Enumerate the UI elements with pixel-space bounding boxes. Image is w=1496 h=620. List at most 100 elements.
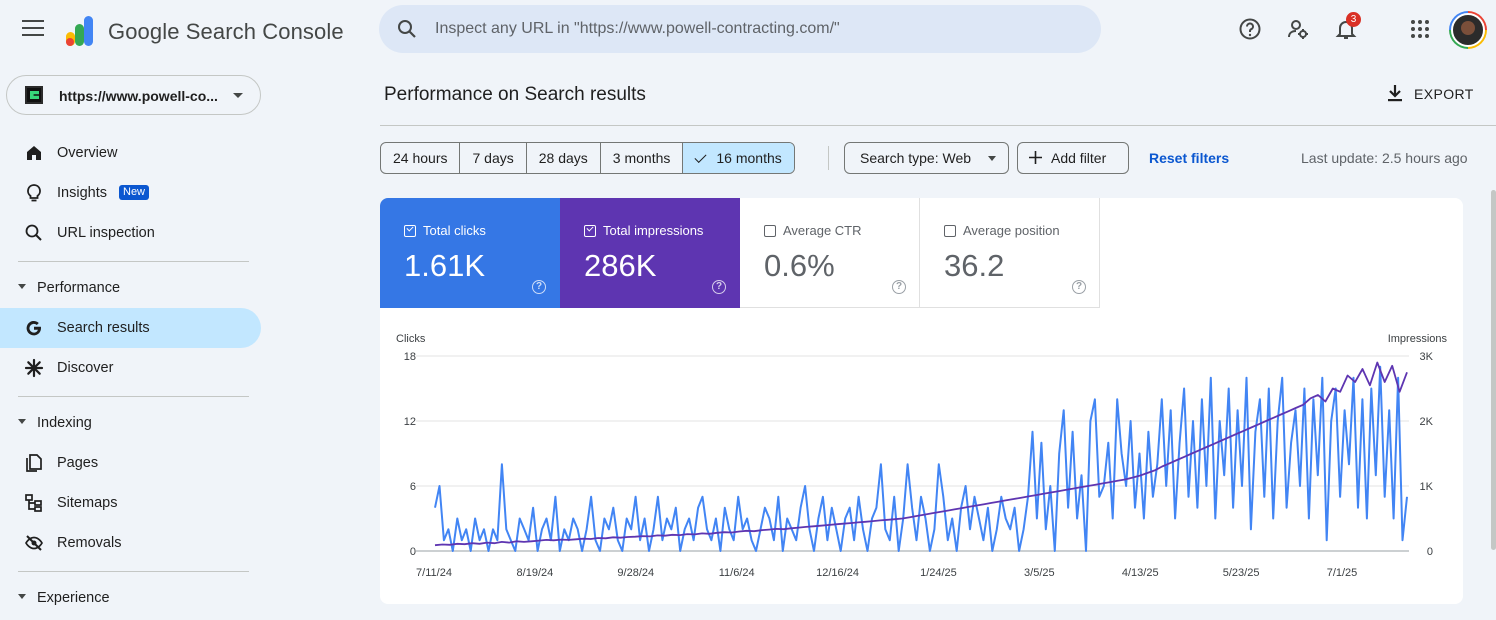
- range-24-hours[interactable]: 24 hours: [381, 143, 461, 173]
- reset-filters-link[interactable]: Reset filters: [1149, 150, 1230, 166]
- range-28-days[interactable]: 28 days: [527, 143, 601, 173]
- add-filter-button[interactable]: Add filter: [1017, 142, 1129, 174]
- menu-icon[interactable]: [22, 20, 44, 38]
- sidebar-item-insights[interactable]: Insights New: [0, 173, 261, 213]
- home-icon: [27, 146, 41, 160]
- checkbox-unchecked: [764, 225, 776, 237]
- metric-label: Total clicks: [423, 223, 486, 238]
- metric-total-clicks[interactable]: Total clicks 1.61K ?: [380, 198, 560, 308]
- section-label: Experience: [37, 590, 110, 606]
- metric-value: 36.2: [944, 248, 1005, 283]
- asterisk-icon: [24, 358, 44, 378]
- sidebar-item-search-results[interactable]: Search results: [0, 308, 261, 348]
- divider: [18, 396, 249, 397]
- x-tick-label: 7/11/24: [416, 567, 452, 579]
- left-tick-label: 6: [410, 481, 416, 493]
- right-tick-label: 3K: [1420, 351, 1434, 363]
- section-indexing[interactable]: Indexing: [0, 408, 261, 438]
- chevron-down-icon: [988, 156, 996, 161]
- x-tick-label: 11/6/24: [719, 567, 755, 579]
- search-icon: [25, 224, 42, 241]
- x-tick-label: 3/5/25: [1024, 567, 1055, 579]
- property-favicon: [25, 86, 43, 104]
- search-type-dropdown[interactable]: Search type: Web: [844, 142, 1009, 174]
- sidebar-item-url-inspection[interactable]: URL inspection: [0, 213, 261, 253]
- plus-icon: [1029, 151, 1042, 164]
- sidebar-item-removals[interactable]: Removals: [0, 523, 261, 563]
- divider: [18, 571, 249, 572]
- right-tick-label: 2K: [1420, 416, 1434, 428]
- page-title: Performance on Search results: [384, 84, 646, 105]
- property-selector[interactable]: https://www.powell-co...: [6, 75, 261, 115]
- top-bar: Google Search Console 3: [0, 0, 1496, 62]
- sidebar-item-label: Overview: [57, 145, 118, 161]
- series-line-clicks: [434, 365, 1408, 552]
- notification-badge: 3: [1346, 12, 1361, 27]
- metric-average-position[interactable]: Average position 36.2 ?: [920, 198, 1100, 308]
- user-settings-icon[interactable]: [1286, 17, 1310, 41]
- performance-card: Total clicks 1.61K ? Total impressions 2…: [380, 198, 1463, 604]
- sidebar-item-label: Search results: [57, 320, 150, 336]
- pages-icon: [26, 454, 42, 472]
- chevron-down-icon: [233, 93, 243, 98]
- x-tick-label: 5/23/25: [1223, 567, 1260, 579]
- sitemap-icon: [25, 494, 42, 512]
- google-g-icon: [26, 320, 41, 336]
- range-16-months[interactable]: 16 months: [683, 143, 794, 173]
- url-inspect-search[interactable]: [379, 5, 1101, 53]
- metric-label: Average CTR: [783, 223, 862, 238]
- help-icon[interactable]: [1238, 17, 1262, 41]
- apps-grid-icon[interactable]: [1408, 17, 1432, 41]
- avatar[interactable]: [1449, 11, 1487, 49]
- section-performance[interactable]: Performance: [0, 273, 261, 303]
- range-3-months[interactable]: 3 months: [601, 143, 684, 173]
- sidebar-item-label: URL inspection: [57, 225, 155, 241]
- metric-label: Average position: [963, 223, 1060, 238]
- sidebar-item-pages[interactable]: Pages: [0, 443, 261, 483]
- range-7-days[interactable]: 7 days: [460, 143, 527, 173]
- divider: [380, 125, 1496, 126]
- export-label: EXPORT: [1414, 86, 1474, 102]
- property-url: https://www.powell-co...: [59, 88, 218, 104]
- section-label: Performance: [37, 280, 121, 296]
- sidebar-item-discover[interactable]: Discover: [0, 348, 261, 388]
- x-tick-label: 8/19/24: [517, 567, 554, 579]
- section-label: Indexing: [37, 415, 92, 431]
- checkbox-checked: [584, 225, 596, 237]
- metric-average-ctr[interactable]: Average CTR 0.6% ?: [740, 198, 920, 308]
- metric-label: Total impressions: [603, 223, 704, 238]
- series-line-impressions: [434, 361, 1408, 547]
- sidebar-item-label: Discover: [57, 360, 114, 376]
- help-icon[interactable]: ?: [892, 280, 906, 294]
- sidebar-item-sitemaps[interactable]: Sitemaps: [0, 483, 261, 523]
- sidebar-item-label: Removals: [57, 535, 122, 551]
- metric-total-impressions[interactable]: Total impressions 286K ?: [560, 198, 740, 308]
- x-tick-label: 4/13/25: [1122, 567, 1159, 579]
- search-type-label: Search type: Web: [860, 150, 972, 166]
- lightbulb-icon: [27, 184, 41, 202]
- divider: [18, 261, 249, 262]
- eye-off-icon: [25, 535, 43, 551]
- x-tick-label: 9/28/24: [617, 567, 654, 579]
- divider: [828, 146, 829, 170]
- scrollbar[interactable]: [1491, 190, 1496, 550]
- checkbox-unchecked: [944, 225, 956, 237]
- help-icon[interactable]: ?: [1072, 280, 1086, 294]
- app-title: Google Search Console: [108, 19, 344, 44]
- caret-down-icon: [18, 419, 26, 424]
- last-update-text: Last update: 2.5 hours ago: [1301, 150, 1468, 166]
- check-icon: [694, 150, 707, 164]
- help-icon[interactable]: ?: [532, 280, 546, 294]
- section-experience[interactable]: Experience: [0, 583, 261, 613]
- left-axis-label: Clicks: [396, 333, 426, 345]
- sidebar-item-overview[interactable]: Overview: [0, 133, 261, 173]
- help-icon[interactable]: ?: [712, 280, 726, 294]
- sidebar-item-label: Sitemaps: [57, 495, 118, 511]
- right-axis-label: Impressions: [1388, 333, 1448, 345]
- caret-down-icon: [18, 284, 26, 289]
- url-inspect-input[interactable]: [435, 17, 1075, 41]
- download-icon: [1388, 85, 1402, 102]
- checkbox-checked: [404, 225, 416, 237]
- left-tick-label: 0: [410, 546, 416, 558]
